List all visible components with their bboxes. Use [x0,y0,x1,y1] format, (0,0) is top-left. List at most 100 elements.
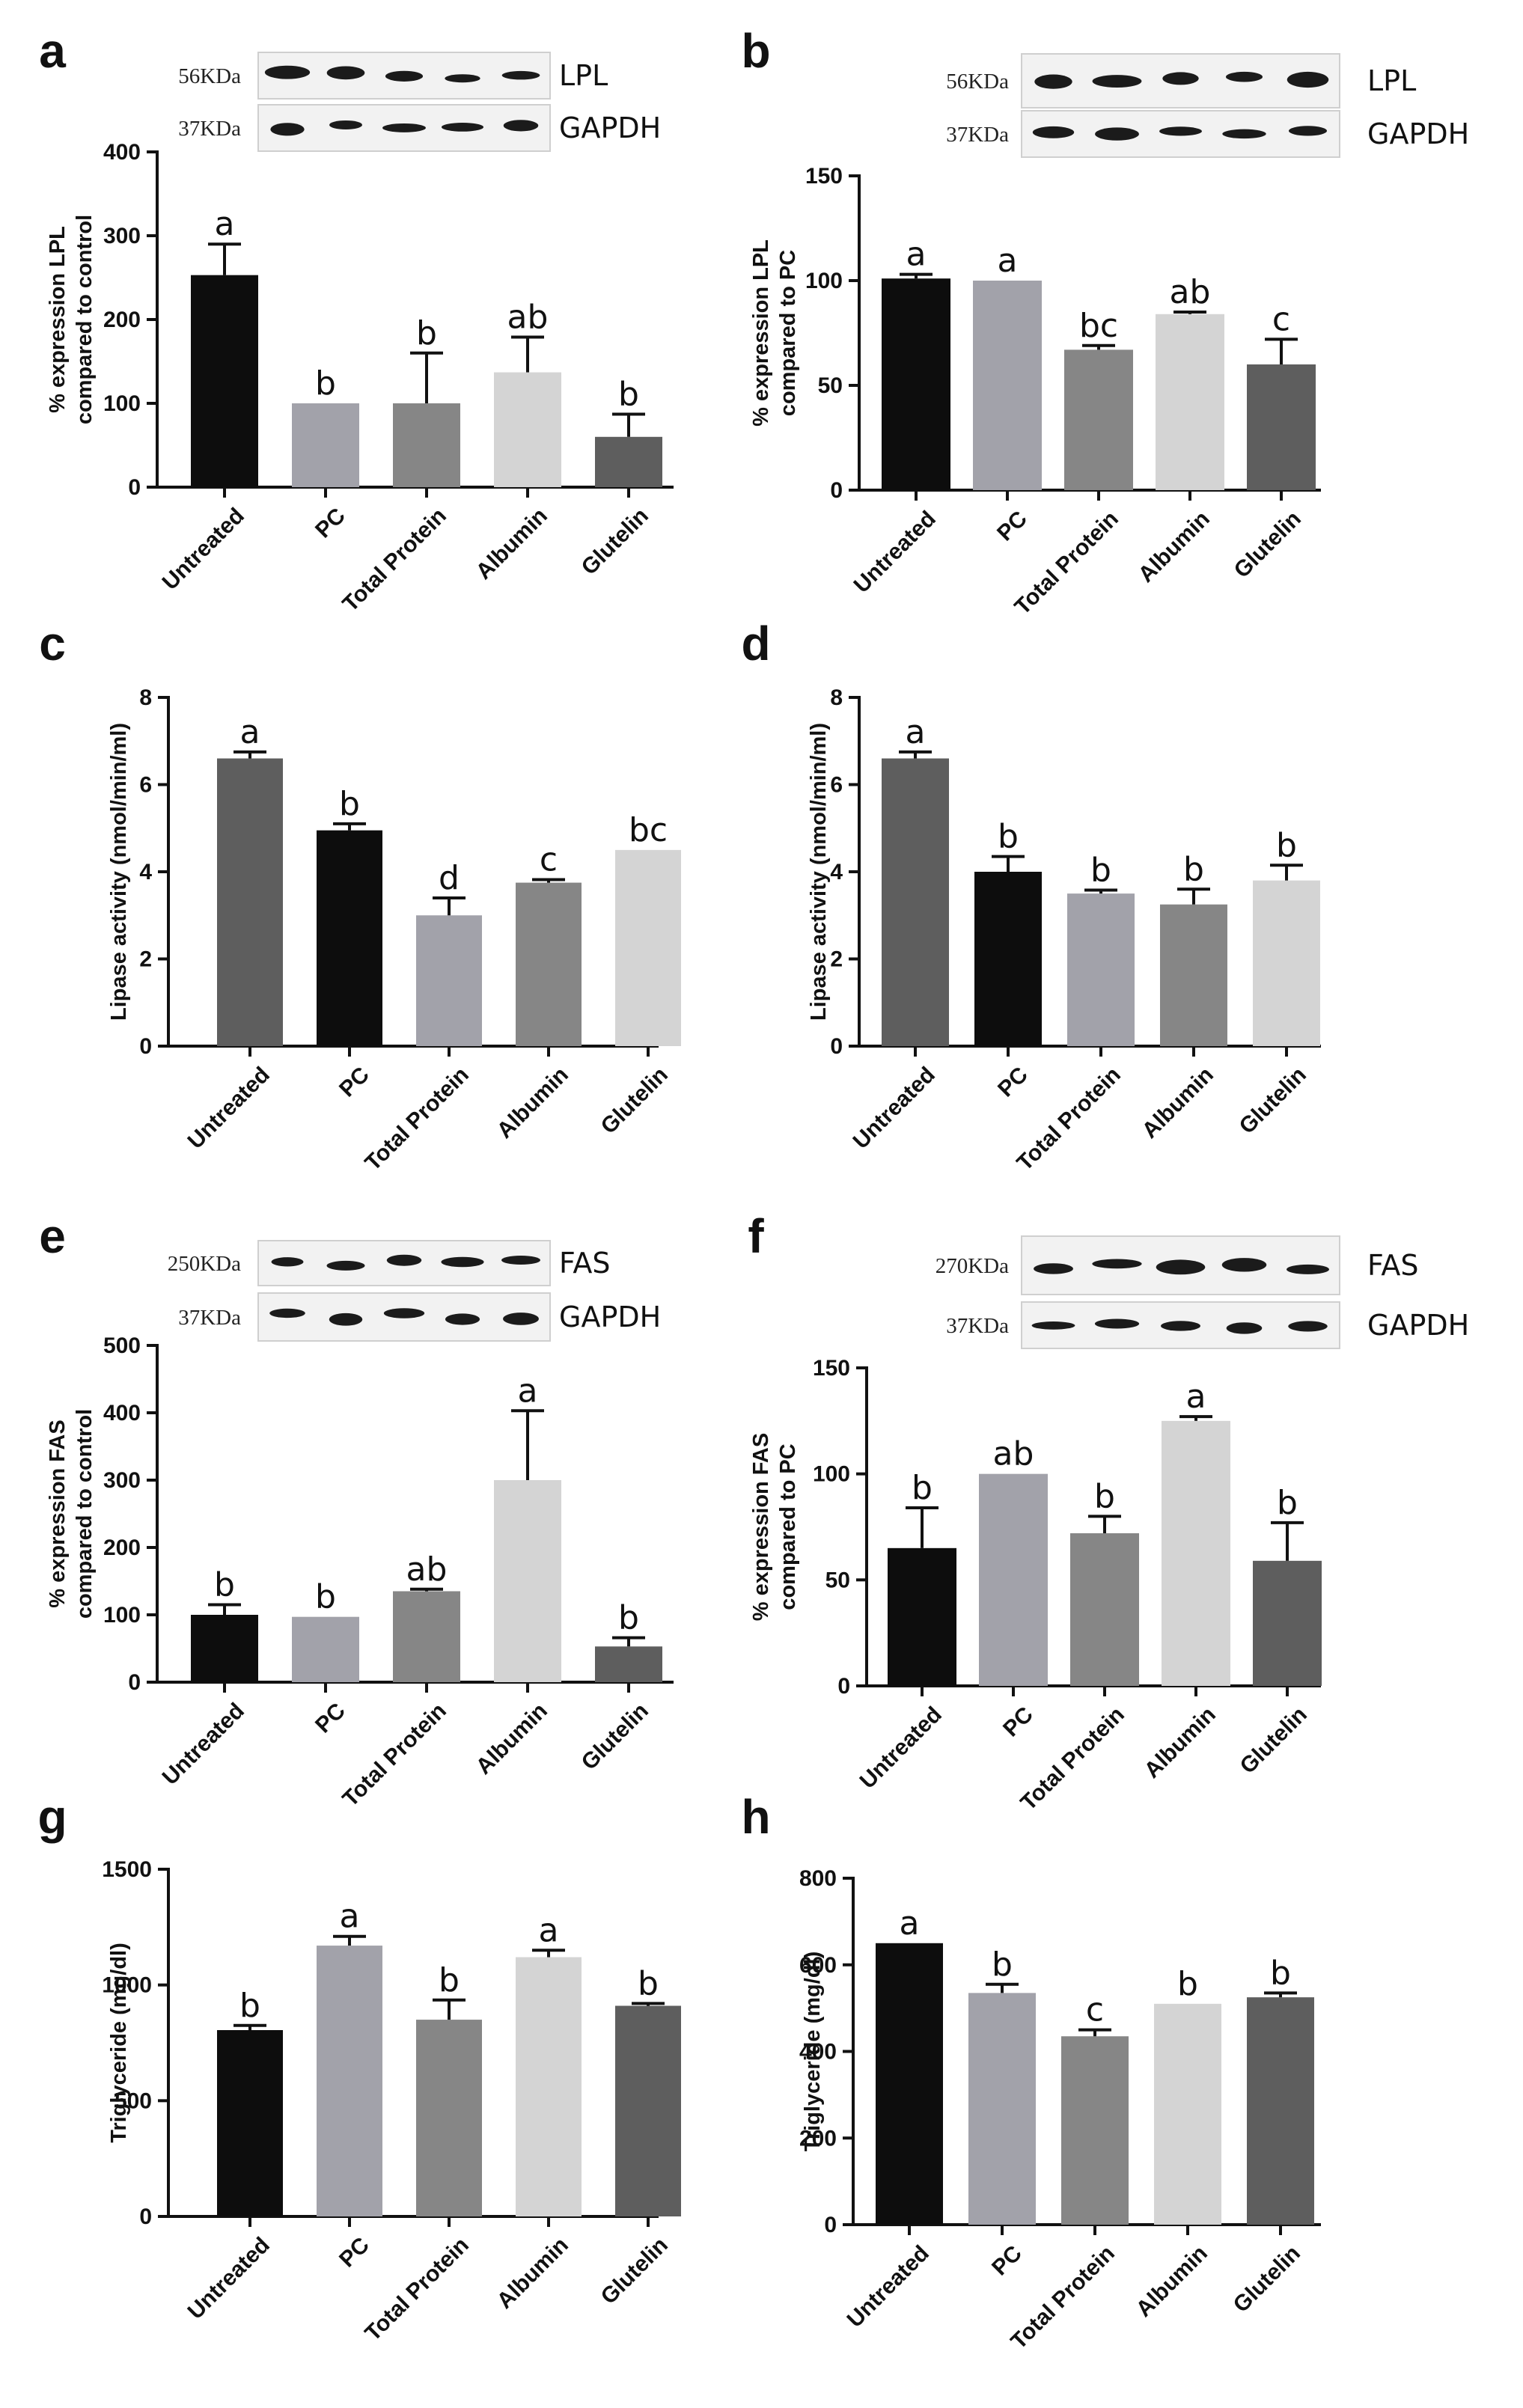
panel-letter: g [37,1790,67,1844]
significance-label: b [1183,850,1204,888]
y-tick-label: 1000 [102,1973,152,1998]
bar [1247,364,1316,490]
bar [217,2029,283,2216]
blot-protein-label: FAS [1367,1249,1419,1282]
blot-band [1032,126,1075,138]
significance-label: a [518,1372,538,1410]
y-tick-label: 1500 [102,1857,152,1882]
bar [973,281,1042,490]
y-tick-label: 6 [139,773,152,798]
blot-band [1226,1322,1263,1334]
x-tick-label: PC [998,1702,1038,1742]
x-tick-label: Albumin [1140,1702,1221,1783]
significance-label: a [340,1898,360,1936]
y-axis-label: % expression FAS compared to PC [749,1433,800,1621]
blot-kda-label: 37KDa [178,117,241,141]
blot-band [1288,126,1328,136]
bar [1253,1560,1322,1686]
blot-band [441,123,484,132]
y-tick-label: 300 [103,224,141,248]
bar [393,403,460,487]
y-tick-label: 2 [830,947,843,972]
blot-band [1092,1259,1142,1269]
blot-band [1092,75,1142,88]
bar [191,1615,258,1682]
bar [416,2020,482,2216]
x-tick-label: Glutelin [596,2233,673,2309]
bar [595,436,662,487]
bar [615,849,681,1046]
y-tick-label: 100 [805,269,843,293]
significance-label: bc [1079,307,1118,345]
bar [494,372,561,487]
blot-band [383,1308,425,1318]
x-tick-label: Untreated [855,1702,947,1794]
blot-kda-label: 37KDa [178,1306,241,1330]
bar [882,278,950,490]
y-tick-label: 400 [103,140,141,165]
x-tick-label: Glutelin [1230,507,1306,583]
bar [416,915,482,1046]
significance-label: ab [993,1435,1034,1473]
panel-e: e 250KDa FAS 37KDa GAPDH % expression FAS comp… [39,1209,674,1812]
x-tick-label: Untreated [183,2233,275,2324]
panel-d: d Lipase activity (nmol/min/ml) 0 2 4 6 8 a Untr… [741,617,1321,1176]
panel-letter: c [39,617,66,670]
significance-label: c [1086,1991,1104,2029]
y-tick-label: 0 [830,478,843,503]
x-tick-label: Total Protein [338,1699,451,1812]
y-axis-label: % expression LPL compared to control [46,215,97,424]
x-tick-label: Glutelin [1236,1702,1312,1779]
y-tick-label: 150 [813,1356,850,1381]
significance-label: b [912,1469,933,1507]
y-axis-label: Lipase activity (nmol/min/ml) [107,723,131,1021]
blot-band [264,65,311,79]
significance-label: b [239,1987,260,2025]
significance-label: a [539,1911,559,1949]
blot-band [503,1313,539,1325]
blot-protein-label: GAPDH [1367,117,1469,150]
significance-label: c [540,840,558,878]
western-blot: 270KDa FAS 37KDa GAPDH [936,1235,1469,1349]
x-tick-label: PC [311,1699,350,1738]
blot-band [329,1313,363,1326]
significance-label: b [1177,1965,1198,2003]
bar [292,403,359,487]
y-tick-label: 500 [115,2088,152,2113]
significance-label: a [215,205,235,243]
blot-band [1161,1321,1200,1331]
blot-band [1031,1321,1075,1330]
significance-label: b [416,314,437,352]
bar [292,1616,359,1682]
bar [1247,1997,1314,2225]
significance-label: ab [507,299,549,337]
bar [979,1473,1048,1686]
significance-label: ab [406,1550,448,1589]
blot-band [270,123,305,136]
blot-band [385,70,424,82]
bar [317,830,382,1046]
y-tick-label: 50 [818,373,843,398]
blot-protein-label: GAPDH [1367,1309,1469,1342]
blot-protein-label: GAPDH [559,1301,661,1333]
y-tick-label: 0 [837,1674,850,1699]
blot-band [1287,71,1329,88]
significance-label: b [214,1566,235,1604]
bar [393,1591,460,1682]
blot-band [1222,129,1266,139]
y-tick-label: 100 [103,391,141,416]
y-tick-label: 0 [128,1670,141,1695]
blot-band [1159,126,1202,136]
blot-band [1094,1318,1140,1329]
significance-label: a [240,713,260,751]
blot-kda-label: 270KDa [936,1254,1009,1278]
panel-g: g Triglyceride (mg/dl) 0 500 1000 1500 b Untrea… [37,1790,681,2346]
blot-band [1162,72,1199,85]
panel-letter: a [39,24,66,78]
x-tick-label: PC [335,2233,374,2273]
blot-kda-label: 250KDa [168,1252,241,1276]
y-axis-label: Triglyceride (mg/dl) [801,1952,825,2152]
bar [615,2005,681,2216]
bar [191,275,258,487]
